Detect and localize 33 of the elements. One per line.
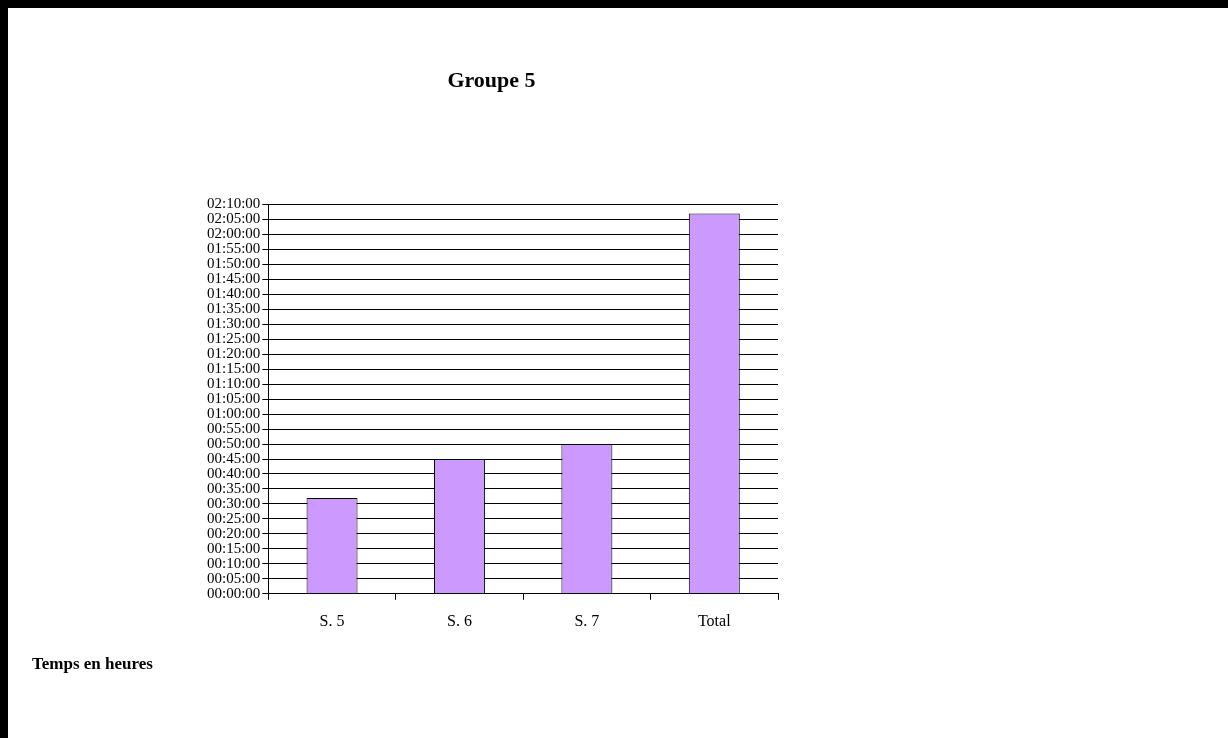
y-tick-label: 00:55:00 bbox=[206, 419, 261, 436]
y-tick-label: 00:50:00 bbox=[206, 434, 261, 451]
x-tick-label: S. 6 bbox=[447, 611, 472, 629]
y-tick-label: 01:55:00 bbox=[206, 240, 261, 257]
y-tick-label: 02:00:00 bbox=[206, 225, 261, 242]
y-tick-label: 01:05:00 bbox=[206, 390, 261, 407]
y-tick-label: 01:35:00 bbox=[206, 300, 261, 317]
y-tick-label: 02:05:00 bbox=[206, 210, 261, 227]
x-tick-label: S. 7 bbox=[574, 611, 600, 629]
y-tick-label: 01:30:00 bbox=[206, 315, 261, 332]
y-tick-label: 01:40:00 bbox=[206, 285, 261, 302]
y-tick-label: 00:15:00 bbox=[206, 539, 261, 556]
y-tick-label: 01:20:00 bbox=[206, 345, 261, 362]
y-tick-label: 00:45:00 bbox=[206, 449, 261, 466]
y-tick-label: 01:10:00 bbox=[206, 375, 261, 392]
x-tick-label: S. 5 bbox=[319, 611, 345, 629]
y-tick-label: 01:00:00 bbox=[206, 405, 261, 422]
y-tick-label: 00:20:00 bbox=[206, 524, 261, 541]
y-tick-label: 00:40:00 bbox=[206, 464, 261, 481]
y-tick-label: 02:10:00 bbox=[206, 195, 261, 212]
y-tick-label: 00:05:00 bbox=[206, 569, 261, 586]
y-tick-label: 01:25:00 bbox=[206, 330, 261, 347]
text: Temps en heures bbox=[32, 654, 154, 674]
y-tick-label: 00:10:00 bbox=[206, 554, 261, 571]
y-tick-label: 01:50:00 bbox=[206, 255, 261, 272]
x-tick-label: Total bbox=[697, 611, 732, 629]
y-tick-label: 00:30:00 bbox=[206, 494, 261, 511]
y-tick-label: 00:35:00 bbox=[206, 479, 261, 496]
chart-title: Groupe 5 bbox=[447, 66, 536, 92]
y-tick-label: 00:00:00 bbox=[206, 584, 261, 601]
y-tick-label: 01:15:00 bbox=[206, 360, 261, 377]
y-tick-label: 00:25:00 bbox=[206, 509, 261, 526]
y-tick-label: 01:45:00 bbox=[206, 270, 261, 287]
